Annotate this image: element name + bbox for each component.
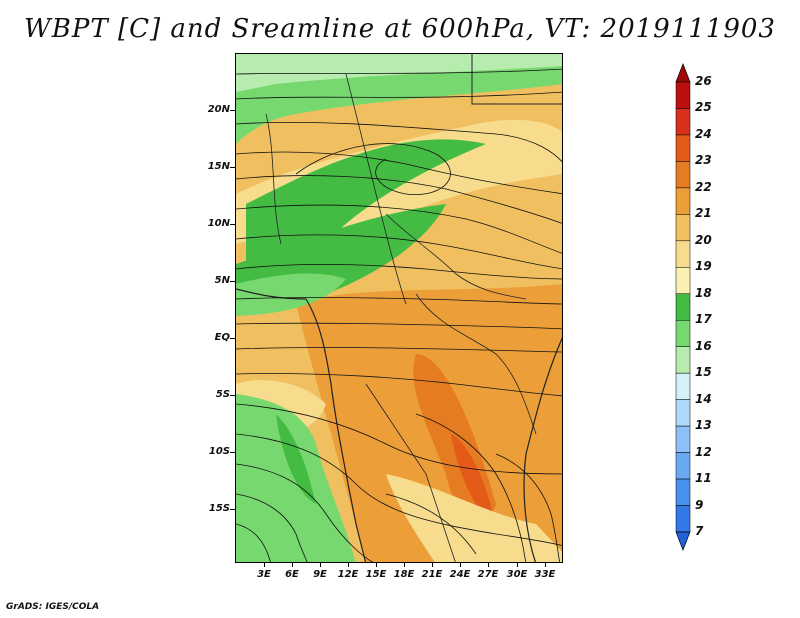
colorbar-label: 22: [695, 179, 712, 194]
colorbar-label: 15: [695, 365, 712, 380]
lat-label-20n: 20N: [207, 104, 230, 115]
wbpt-field: [236, 54, 562, 562]
footer-credit: GrADS: IGES/COLA: [6, 602, 100, 612]
lon-label-3e: 3E: [257, 569, 271, 580]
colorbar-label: 13: [695, 418, 712, 433]
border-3: [415, 293, 537, 435]
colorbar-swatch: [675, 240, 691, 268]
map-title: WBPT [C] and Sreamline at 600hPa, VT: 20…: [24, 14, 776, 44]
lon-tick: [292, 563, 293, 567]
lon-label-33e: 33E: [534, 569, 556, 580]
lon-tick: [460, 563, 461, 567]
lat-tick: [230, 509, 235, 510]
yellow-band-south: [386, 474, 562, 562]
hottest-region: [451, 434, 494, 524]
lon-tick: [545, 563, 546, 567]
lat-tick: [230, 167, 235, 168]
lon-label-27e: 27E: [477, 569, 499, 580]
colorbar-label: 18: [695, 285, 712, 300]
green-southwest-core: [276, 414, 316, 504]
lon-label-15e: 15E: [365, 569, 387, 580]
colorbar-swatch: [675, 399, 691, 427]
lat-label-15s: 15S: [208, 503, 230, 514]
colorbar-swatch: [675, 478, 691, 506]
lon-tick: [517, 563, 518, 567]
colorbar-swatch: [675, 293, 691, 321]
lat-tick: [230, 395, 235, 396]
lat-tick: [230, 110, 235, 111]
colorbar-swatch: [675, 81, 691, 109]
colorbar: [675, 63, 691, 551]
lon-tick: [320, 563, 321, 567]
green-edge: [236, 273, 346, 316]
lon-label-21e: 21E: [421, 569, 443, 580]
lat-label-5s: 5S: [215, 389, 230, 400]
streamlines: [236, 68, 562, 562]
colorbar-label: 19: [695, 259, 712, 274]
colorbar-swatch: [675, 214, 691, 242]
lat-label-10s: 10S: [208, 446, 230, 457]
colorbar-label: 20: [695, 232, 712, 247]
lon-label-12e: 12E: [337, 569, 359, 580]
map-plot-area: [235, 53, 563, 563]
colorbar-label: 14: [695, 391, 712, 406]
colorbar-swatch: [675, 161, 691, 189]
lat-tick: [230, 224, 235, 225]
lon-label-9e: 9E: [313, 569, 327, 580]
lat-label-10n: 10N: [207, 218, 230, 229]
border-5: [385, 213, 527, 300]
colorbar-label: 9: [695, 497, 704, 512]
colorbar-swatch: [675, 346, 691, 374]
lon-label-24e: 24E: [449, 569, 471, 580]
lon-tick: [264, 563, 265, 567]
colorbar-label: 12: [695, 444, 712, 459]
colorbar-label: 11: [695, 471, 712, 486]
coastline-east: [523, 337, 562, 562]
colorbar-label: 16: [695, 338, 712, 353]
lon-label-6e: 6E: [285, 569, 299, 580]
lat-tick: [230, 281, 235, 282]
lon-tick: [348, 563, 349, 567]
colorbar-bottom-arrow: [675, 531, 691, 551]
lat-label-15n: 15N: [207, 161, 230, 172]
colorbar-label: 21: [695, 206, 712, 221]
colorbar-label: 25: [695, 100, 712, 115]
lat-label-5n: 5N: [214, 275, 230, 286]
colorbar-swatch: [675, 372, 691, 400]
colorbar-label: 17: [695, 312, 712, 327]
lon-label-30e: 30E: [506, 569, 528, 580]
colorbar-swatch: [675, 187, 691, 215]
lon-label-18e: 18E: [393, 569, 415, 580]
colorbar-swatch: [675, 267, 691, 295]
lat-label-eq: EQ: [214, 332, 230, 343]
border-2: [265, 113, 282, 245]
border-nile: [471, 54, 562, 105]
lat-tick: [230, 338, 235, 339]
colorbar-swatch: [675, 134, 691, 162]
coastline-west: [236, 288, 367, 562]
lat-tick: [230, 452, 235, 453]
colorbar-swatch: [675, 505, 691, 533]
colorbar-swatch: [675, 319, 691, 347]
colorbar-swatch: [675, 452, 691, 480]
colorbar-label: 7: [695, 524, 704, 538]
colorbar-swatch: [675, 108, 691, 136]
border-4: [365, 383, 456, 562]
colorbar-swatch: [675, 425, 691, 453]
colorbar-label: 23: [695, 153, 712, 168]
border-1: [345, 73, 407, 305]
colorbar-top-arrow: [675, 63, 691, 83]
lon-tick: [404, 563, 405, 567]
colorbar-label: 24: [695, 126, 712, 141]
lon-tick: [376, 563, 377, 567]
lon-tick: [488, 563, 489, 567]
colorbar-label: 26: [695, 74, 712, 88]
lon-tick: [432, 563, 433, 567]
